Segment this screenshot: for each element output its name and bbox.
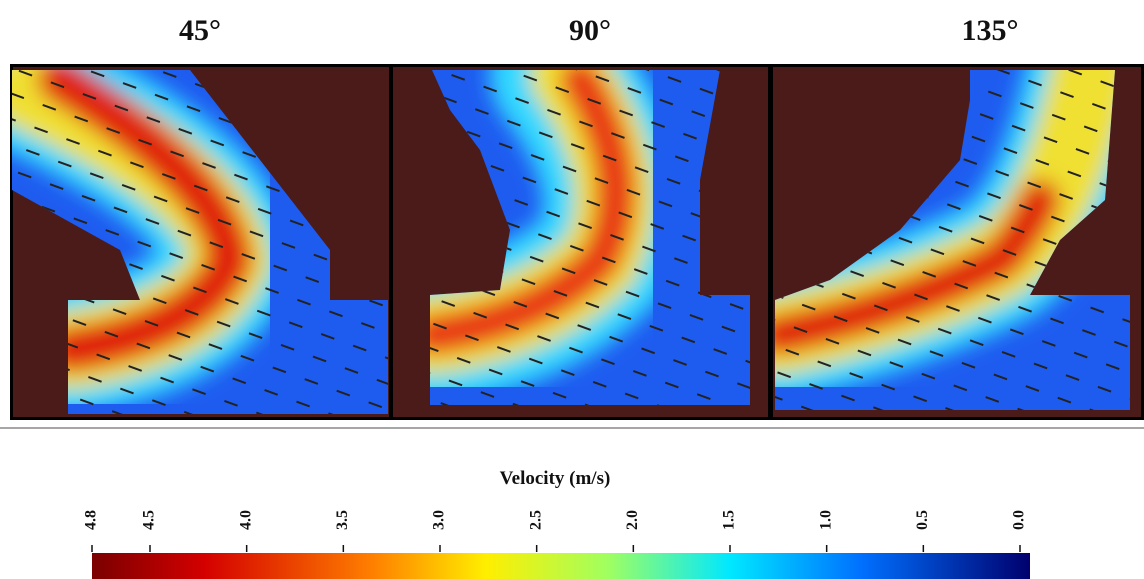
panel-135	[773, 67, 1141, 417]
tick-label: 4.5	[141, 510, 158, 530]
panel-90	[393, 67, 768, 417]
tick-label: 2.5	[527, 510, 544, 530]
tick-label: 4.8	[83, 510, 100, 530]
panel-title: 45°	[179, 14, 221, 47]
tick-label: 1.0	[817, 510, 834, 530]
colorbar-ticks: 4.8 4.5 4.0 3.5 3.0 2.5 2.0 1.5 1.0 0.5 0.0	[83, 510, 1028, 552]
tick-label: 4.0	[237, 510, 254, 530]
tick-label: 3.0	[431, 510, 448, 530]
tick-label: 0.0	[1011, 510, 1028, 530]
tick-label: 2.0	[624, 510, 641, 530]
colorbar-label: Velocity (m/s)	[500, 468, 611, 489]
tick-label: 1.5	[721, 510, 738, 530]
tick-label: 3.5	[334, 510, 351, 530]
panel-title: 90°	[569, 14, 611, 47]
panel-title: 135°	[962, 14, 1019, 47]
tick-label: 0.5	[914, 510, 931, 530]
panel-45	[12, 67, 389, 417]
colorbar	[92, 553, 1030, 579]
